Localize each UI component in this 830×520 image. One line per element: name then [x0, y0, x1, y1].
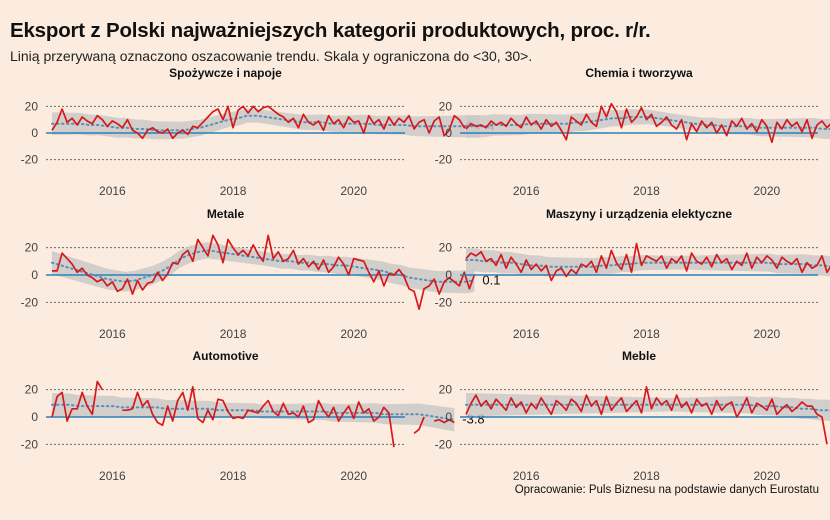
panel-title: Spożywcze i napoje	[169, 66, 282, 80]
y-tick-label: -20	[21, 295, 39, 309]
y-tick-label: 0	[445, 410, 452, 424]
x-tick-label: 2018	[220, 184, 247, 198]
panel-title: Metale	[207, 207, 245, 221]
y-tick-label: 0	[445, 268, 452, 282]
trend-line	[51, 403, 456, 421]
data-line	[52, 234, 476, 311]
y-tick-label: -20	[435, 153, 453, 167]
y-tick-label: 20	[25, 383, 39, 397]
y-tick-label: 20	[439, 241, 453, 255]
x-tick-label: 2020	[754, 184, 781, 198]
confidence-band	[466, 109, 830, 140]
x-tick-label: 2016	[513, 327, 540, 341]
x-tick-label: 2018	[220, 327, 247, 341]
confidence-band	[52, 242, 475, 294]
source-note: Opracowanie: Puls Biznesu na podstawie d…	[514, 484, 819, 496]
x-tick-label: 2016	[99, 469, 126, 483]
data-line	[433, 418, 455, 424]
y-tick-label: 0	[31, 410, 38, 424]
x-tick-label: 2018	[220, 469, 247, 483]
x-tick-label: 2018	[633, 469, 660, 483]
x-tick-label: 2016	[513, 469, 540, 483]
panel-metale: Metale 20 0 -20 2016 2018 2020 0.1	[21, 207, 501, 341]
x-tick-label: 2020	[754, 327, 781, 341]
data-line	[465, 242, 830, 282]
panel-title: Chemia i tworzywa	[585, 66, 693, 80]
y-tick-label: 0	[31, 268, 38, 282]
chart-subtitle: Linią przerywaną oznaczono oszacowanie t…	[10, 48, 533, 64]
end-value-label: 0.1	[482, 272, 500, 287]
x-tick-label: 2016	[99, 327, 126, 341]
y-tick-label: -20	[21, 153, 39, 167]
x-tick-label: 2020	[754, 469, 781, 483]
data-line	[51, 380, 104, 422]
data-line	[51, 105, 480, 140]
y-tick-label: 20	[439, 383, 453, 397]
data-line	[122, 386, 395, 448]
chart-title: Eksport z Polski najważniejszych kategor…	[10, 19, 651, 42]
y-tick-label: 0	[445, 126, 452, 140]
x-tick-label: 2016	[99, 184, 126, 198]
confidence-band	[52, 108, 480, 140]
panel-maszyny-i-urzadzenia-elektyczne: Maszyny i urządzenia elektyczne 20 0 -20 201…	[435, 207, 830, 341]
x-tick-label: 2020	[340, 184, 367, 198]
y-tick-label: -20	[435, 437, 453, 451]
panel-title: Automotive	[193, 349, 259, 363]
x-tick-label: 2018	[633, 184, 660, 198]
x-tick-label: 2020	[340, 469, 367, 483]
y-tick-label: -20	[435, 295, 453, 309]
y-tick-label: 20	[439, 99, 453, 113]
y-tick-label: -20	[21, 437, 39, 451]
data-line	[413, 416, 425, 435]
data-line	[465, 386, 828, 445]
x-tick-label: 2016	[513, 184, 540, 198]
y-tick-label: 20	[25, 241, 39, 255]
panel-title: Meble	[622, 349, 656, 363]
data-line	[465, 102, 830, 144]
x-tick-label: 2018	[633, 327, 660, 341]
panel-title: Maszyny i urządzenia elektyczne	[546, 207, 732, 221]
x-tick-label: 2020	[340, 327, 367, 341]
y-tick-label: 20	[25, 99, 39, 113]
trend-line	[465, 116, 830, 130]
y-tick-label: 0	[31, 126, 38, 140]
